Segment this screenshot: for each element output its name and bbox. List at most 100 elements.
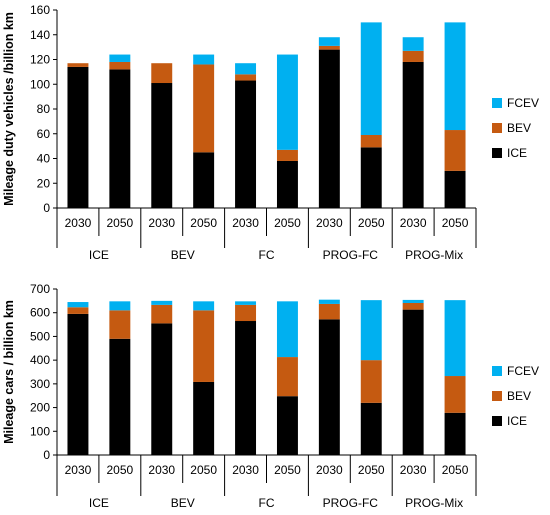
bar-bev-8 — [402, 50, 424, 62]
bar-ice-7 — [360, 402, 382, 455]
bar-bev-5 — [276, 149, 298, 161]
y-tick-label: 700 — [30, 282, 50, 296]
x-category-label: 2030 — [400, 216, 427, 230]
y-tick-label: 120 — [30, 53, 50, 67]
bar-fcev-7 — [360, 22, 382, 135]
y-tick-label: 20 — [37, 176, 51, 190]
bar-ice-8 — [402, 309, 424, 455]
chart-duty-vehicles: 0 20 40 60 80 100 120 140 160 Mileage duty vehicl… — [2, 3, 539, 262]
bar-ice-3 — [193, 152, 215, 208]
legend-label-ice: ICE — [507, 414, 527, 428]
x-category-label: 2030 — [65, 463, 92, 477]
bar-ice-4 — [235, 321, 257, 455]
bar-ice-9 — [444, 170, 466, 208]
bar-fcev-8 — [402, 299, 424, 303]
bar-ice-2 — [151, 323, 173, 455]
y-tick-label: 200 — [30, 401, 50, 415]
x-category-label: 2030 — [316, 216, 343, 230]
y-tick-label: 160 — [30, 3, 50, 17]
legend-swatch-fcev — [492, 366, 502, 376]
bar-fcev-5 — [276, 301, 298, 358]
y-tick-label: 500 — [30, 329, 50, 343]
bar-bev-7 — [360, 134, 382, 148]
bar-fcev-3 — [193, 301, 215, 311]
bar-fcev-3 — [193, 54, 215, 65]
bar-fcev-9 — [444, 22, 466, 131]
bar-bev-2 — [151, 304, 173, 324]
x-category-label: 2030 — [65, 216, 92, 230]
x-group-label: ICE — [89, 496, 109, 510]
x-group-label: FC — [259, 496, 275, 510]
y-tick-label: 600 — [30, 306, 50, 320]
bar-bev-9 — [444, 130, 466, 171]
bar-bev-6 — [318, 303, 340, 320]
x-category-label: 2050 — [442, 216, 469, 230]
bar-bev-8 — [402, 302, 424, 310]
y-axis-label: Mileage cars / billion km — [2, 300, 16, 444]
bar-ice-8 — [402, 61, 424, 208]
x-category-label: 2050 — [106, 216, 133, 230]
y-tick-label: 0 — [43, 201, 50, 215]
bar-bev-1 — [109, 61, 131, 70]
y-tick-label: 100 — [30, 77, 50, 91]
bar-bev-3 — [193, 64, 215, 153]
y-tick-label: 60 — [37, 127, 51, 141]
legend-label-ice: ICE — [507, 146, 527, 160]
legend-swatch-fcev — [492, 98, 502, 108]
legend-label-fcev: FCEV — [507, 364, 539, 378]
x-group-label: BEV — [171, 248, 195, 262]
x-group-label: PROG-Mix — [405, 248, 463, 262]
bar-fcev-5 — [276, 54, 298, 150]
bar-ice-0 — [67, 313, 89, 455]
bar-fcev-6 — [318, 299, 340, 304]
legend-swatch-bev — [492, 123, 502, 133]
bar-ice-3 — [193, 381, 215, 455]
x-category-label: 2050 — [358, 216, 385, 230]
x-category-label: 2030 — [148, 463, 175, 477]
x-group-label: ICE — [89, 248, 109, 262]
x-category-label: 2030 — [232, 216, 259, 230]
bar-fcev-4 — [235, 63, 257, 75]
bar-bev-2 — [151, 63, 173, 84]
bar-fcev-7 — [360, 300, 382, 361]
bar-ice-5 — [276, 396, 298, 455]
bar-bev-4 — [235, 74, 257, 81]
x-category-label: 2030 — [316, 463, 343, 477]
bar-fcev-0 — [67, 302, 89, 308]
bar-ice-7 — [360, 147, 382, 208]
bar-ice-6 — [318, 49, 340, 208]
y-axis-label: Mileage duty vehicles /billion km — [2, 12, 16, 206]
bar-ice-5 — [276, 160, 298, 208]
legend-swatch-ice — [492, 416, 502, 426]
bar-ice-1 — [109, 338, 131, 455]
bar-bev-0 — [67, 307, 89, 314]
bar-fcev-4 — [235, 301, 257, 305]
x-group-label: PROG-Mix — [405, 496, 463, 510]
bar-fcev-1 — [109, 301, 131, 311]
x-category-label: 2030 — [232, 463, 259, 477]
y-tick-label: 400 — [30, 353, 50, 367]
bar-bev-4 — [235, 304, 257, 322]
x-category-label: 2050 — [274, 216, 301, 230]
y-tick-label: 100 — [30, 424, 50, 438]
y-tick-label: 140 — [30, 28, 50, 42]
y-tick-label: 300 — [30, 377, 50, 391]
bar-bev-3 — [193, 310, 215, 382]
x-category-label: 2050 — [442, 463, 469, 477]
bar-bev-6 — [318, 45, 340, 50]
legend-label-bev: BEV — [507, 389, 531, 403]
bar-bev-0 — [67, 63, 89, 67]
x-category-label: 2030 — [400, 463, 427, 477]
x-category-label: 2050 — [106, 463, 133, 477]
x-group-label: BEV — [171, 496, 195, 510]
x-group-label: PROG-FC — [323, 496, 379, 510]
bar-fcev-1 — [109, 54, 131, 62]
y-tick-label: 40 — [37, 152, 51, 166]
x-category-label: 2050 — [358, 463, 385, 477]
bar-fcev-8 — [402, 37, 424, 51]
chart-cars: 0 100 200 300 400 500 600 700 Mileage cars / bil… — [2, 282, 539, 510]
legend-swatch-bev — [492, 391, 502, 401]
bar-fcev-2 — [151, 300, 173, 305]
bar-fcev-6 — [318, 37, 340, 46]
